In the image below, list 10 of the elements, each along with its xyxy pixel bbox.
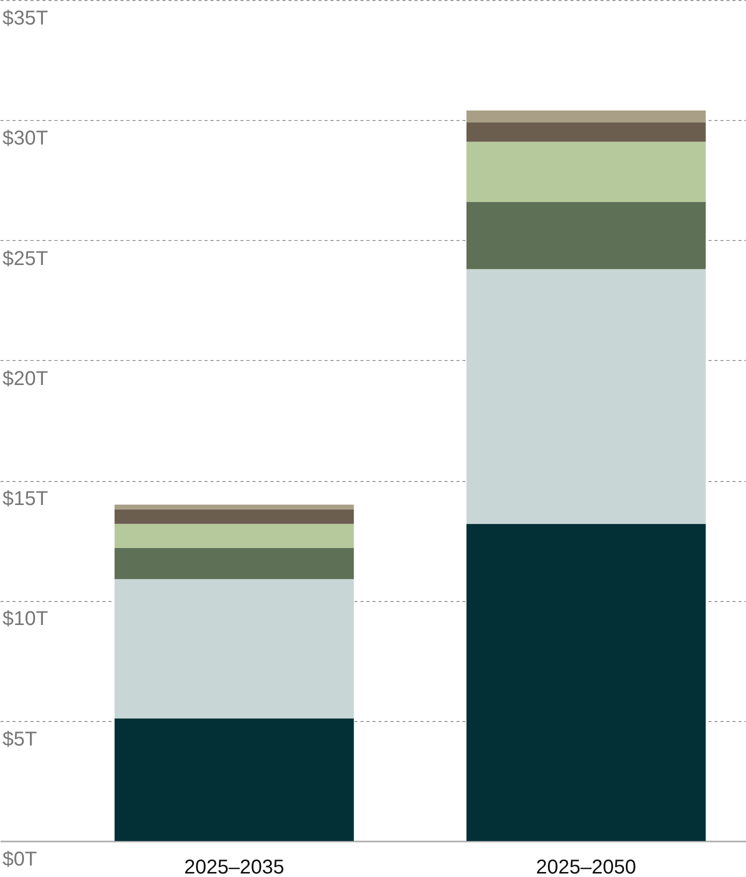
y-tick-label: $15T [2, 488, 48, 510]
x-tick-label: 2025–2035 [184, 856, 284, 877]
y-tick-label: $10T [2, 608, 48, 630]
y-tick-label: $5T [2, 728, 37, 750]
y-tick-label: $0T [2, 848, 37, 870]
y-tick-label: $35T [2, 8, 48, 30]
y-tick-label: $20T [2, 368, 48, 390]
y-tick-label: $30T [2, 128, 48, 150]
x-tick-label: 2025–2050 [536, 856, 636, 877]
y-tick-label: $25T [2, 248, 48, 270]
